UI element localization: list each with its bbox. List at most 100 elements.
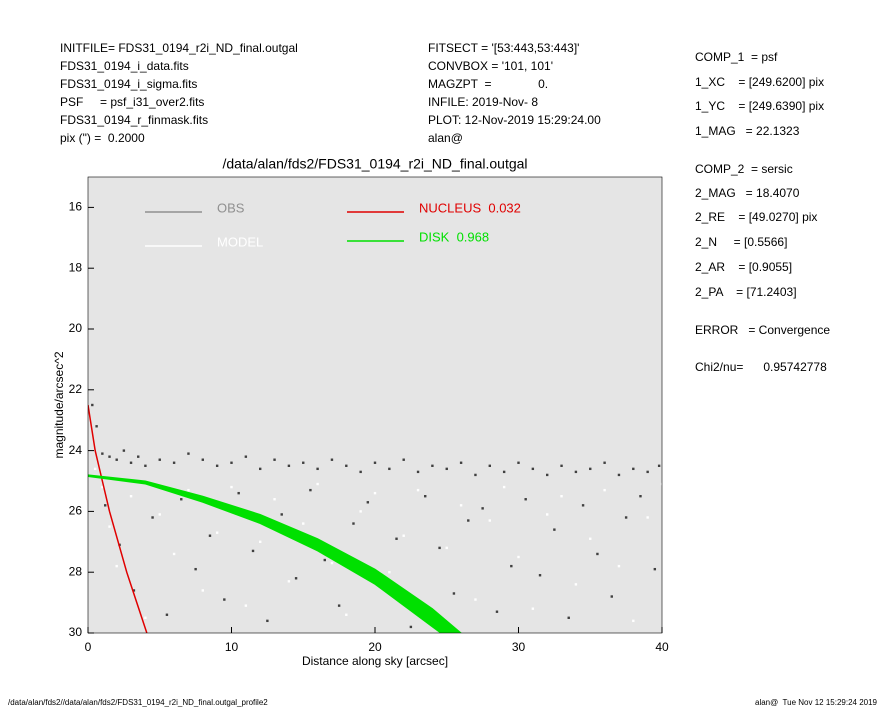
- data-point: [639, 495, 642, 498]
- data-point: [108, 455, 111, 458]
- data-point: [122, 449, 126, 452]
- data-point: [223, 598, 226, 601]
- data-point: [244, 455, 248, 458]
- data-point: [172, 461, 176, 464]
- data-point: [359, 510, 362, 513]
- data-point: [445, 467, 448, 471]
- data-point: [502, 485, 506, 489]
- data-point: [510, 564, 513, 568]
- y-tick-label: 18: [69, 260, 83, 274]
- data-point: [187, 452, 190, 455]
- data-point: [416, 488, 420, 492]
- data-point: [546, 513, 549, 516]
- data-point: [280, 513, 283, 516]
- data-point: [172, 552, 176, 556]
- data-point: [402, 458, 405, 461]
- header-text: FITSECT = '[53:443,53:443]': [428, 41, 579, 55]
- data-point: [517, 461, 520, 464]
- data-point: [323, 558, 326, 562]
- data-point: [287, 464, 291, 467]
- data-point: [388, 571, 391, 574]
- data-point: [646, 516, 649, 519]
- plot-area: [88, 177, 662, 633]
- data-point: [287, 580, 291, 583]
- data-point: [459, 504, 463, 507]
- legend-label: NUCLEUS 0.032: [419, 200, 521, 215]
- footer-left: /data/alan/fds2//data/alan/fds2/FDS31_01…: [8, 698, 268, 707]
- data-point: [129, 495, 133, 498]
- header-text: INITFILE= FDS31_0194_r2i_ND_final.outgal: [60, 41, 298, 55]
- x-tick-label: 0: [85, 640, 92, 654]
- header-text: 2_PA = [71.2403]: [695, 285, 797, 299]
- data-point: [366, 501, 370, 504]
- data-point: [144, 464, 147, 467]
- header: INITFILE= FDS31_0194_r2i_ND_final.outgal…: [60, 41, 830, 374]
- data-point: [459, 461, 463, 464]
- data-point: [474, 473, 477, 477]
- data-point: [132, 589, 136, 592]
- header-text: 2_AR = [0.9055]: [695, 260, 792, 274]
- data-point: [538, 574, 542, 577]
- x-axis-label: Distance along sky [arcsec]: [302, 654, 448, 668]
- header-text: 2_N = [0.5566]: [695, 235, 787, 249]
- data-point: [115, 458, 118, 461]
- y-tick-label: 22: [69, 382, 83, 396]
- data-point: [316, 467, 319, 471]
- legend-label: MODEL: [217, 234, 263, 249]
- data-point: [402, 534, 405, 537]
- data-point: [373, 491, 377, 495]
- data-point: [273, 498, 276, 501]
- data-point: [230, 485, 233, 489]
- y-tick-label: 28: [69, 564, 83, 578]
- data-point: [244, 604, 248, 607]
- x-tick-label: 40: [655, 640, 669, 654]
- data-point: [653, 567, 657, 571]
- data-point: [158, 513, 161, 516]
- data-point: [273, 458, 276, 461]
- data-point: [603, 461, 606, 464]
- data-point: [108, 525, 111, 528]
- data-point: [316, 482, 319, 486]
- data-point: [359, 470, 362, 474]
- header-text: 1_YC = [249.6390] pix: [695, 99, 824, 113]
- data-point: [187, 488, 190, 492]
- data-point: [115, 564, 118, 568]
- data-point: [409, 625, 413, 629]
- data-point: [337, 604, 341, 607]
- header-text: 2_MAG = 18.4070: [695, 186, 800, 200]
- header-text: 2_RE = [49.0270] pix: [695, 210, 817, 224]
- data-point: [632, 619, 635, 623]
- data-point: [345, 464, 348, 467]
- y-tick-label: 16: [69, 200, 83, 214]
- header-text: 1_MAG = 22.1323: [695, 124, 800, 138]
- data-point: [230, 461, 233, 464]
- data-point: [657, 464, 661, 467]
- model-band: [88, 474, 462, 633]
- data-point: [488, 519, 491, 522]
- data-point: [574, 470, 578, 474]
- data-point: [201, 589, 204, 592]
- data-point: [388, 467, 391, 471]
- x-tick-label: 10: [225, 640, 239, 654]
- data-point: [481, 507, 484, 510]
- header-text: COMP_2 = sersic: [695, 162, 793, 176]
- header-text: FDS31_0194_r_finmask.fits: [60, 113, 208, 127]
- data-point: [330, 458, 334, 461]
- data-point: [553, 528, 556, 531]
- data-point: [589, 537, 592, 540]
- marks: [88, 403, 662, 633]
- header-text: MAGZPT = 0.: [428, 77, 548, 91]
- data-point: [438, 546, 441, 550]
- data-point: [95, 425, 98, 428]
- data-point: [259, 540, 262, 543]
- data-point: [488, 464, 491, 467]
- data-point: [581, 504, 585, 507]
- data-point: [660, 482, 662, 486]
- data-point: [215, 464, 219, 467]
- data-point: [546, 473, 549, 477]
- header-text: FDS31_0194_i_data.fits: [60, 59, 189, 73]
- data-point: [646, 470, 649, 474]
- data-point: [251, 549, 255, 553]
- plot-frame: [87, 176, 663, 634]
- data-point: [151, 516, 154, 519]
